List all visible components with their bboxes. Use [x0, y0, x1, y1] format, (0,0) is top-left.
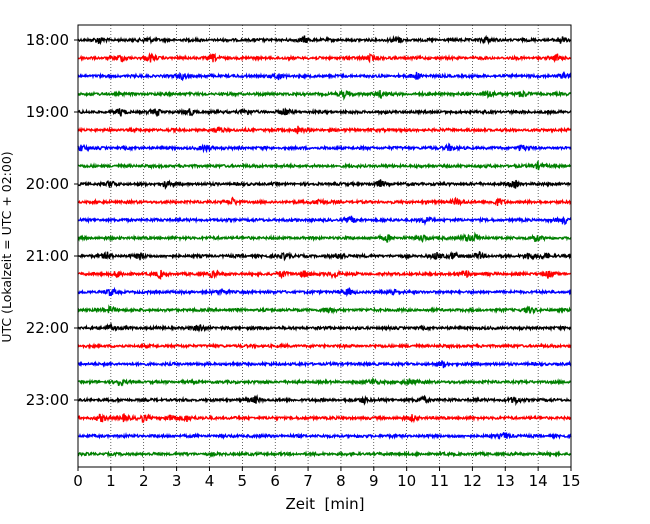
x-tick-label: 14	[529, 472, 548, 490]
seismic-trace-1900	[77, 107, 572, 117]
plot-frame	[77, 24, 572, 468]
y-tick-label: 22:00	[26, 319, 69, 337]
seismic-trace-1845	[77, 89, 572, 101]
seismic-trace-2100	[77, 250, 572, 262]
x-tick-label: 4	[205, 472, 215, 490]
x-tick-label: 12	[463, 472, 482, 490]
y-tick-label: 18:00	[26, 31, 69, 49]
x-tick-label: 9	[369, 472, 379, 490]
seismic-trace-2230	[77, 360, 572, 369]
seismic-trace-2015	[77, 196, 572, 207]
seismic-trace-2000	[77, 179, 572, 190]
seismic-trace-1830	[77, 71, 572, 82]
x-tick-label: 7	[303, 472, 313, 490]
seismic-trace-2345	[77, 449, 572, 458]
seismic-trace-1930	[77, 142, 572, 154]
seismic-trace-2330	[77, 431, 572, 441]
seismic-trace-1815	[77, 52, 572, 64]
x-tick-label: 11	[430, 472, 449, 490]
x-tick-label: 2	[139, 472, 149, 490]
x-tick-label: 15	[561, 472, 580, 490]
x-tick-label: 0	[73, 472, 83, 490]
x-tick-label: 6	[270, 472, 280, 490]
y-axis-ticks: 18:00 19:00 20:00 21:00 22:00 23:00	[26, 31, 78, 409]
seismic-trace-1800	[77, 34, 572, 46]
x-tick-label: 13	[496, 472, 515, 490]
x-tick-label: 1	[106, 472, 116, 490]
y-tick-label: 21:00	[26, 247, 69, 265]
x-tick-label: 3	[172, 472, 182, 490]
seismic-trace-2215	[77, 342, 572, 350]
x-axis-label: Zeit [min]	[285, 495, 364, 513]
y-tick-label: 23:00	[26, 391, 69, 409]
seismic-trace-2245	[77, 376, 572, 387]
seismic-traces	[77, 34, 572, 458]
y-tick-label: 19:00	[26, 103, 69, 121]
x-tick-label: 8	[336, 472, 346, 490]
seismic-trace-2200	[77, 322, 572, 333]
seismic-trace-2300	[77, 394, 572, 407]
x-tick-label: 5	[238, 472, 248, 490]
y-tick-label: 20:00	[26, 175, 69, 193]
x-tick-label: 10	[397, 472, 416, 490]
seismic-trace-2045	[77, 231, 572, 243]
seismic-trace-2145	[77, 304, 572, 315]
seismic-trace-2115	[77, 269, 572, 281]
y-axis-label: UTC (Lokalzeit = UTC + 02:00)	[0, 151, 14, 342]
seismic-trace-2030	[77, 215, 572, 227]
x-axis-ticks: 0 1 2 3 4 5 6 7 8 9 10 11 12 13 14 15	[73, 467, 581, 490]
seismic-trace-1915	[77, 125, 572, 135]
seismic-trace-2315	[77, 413, 572, 424]
seismic-trace-1945	[77, 159, 572, 171]
seismic-trace-2130	[77, 286, 572, 298]
